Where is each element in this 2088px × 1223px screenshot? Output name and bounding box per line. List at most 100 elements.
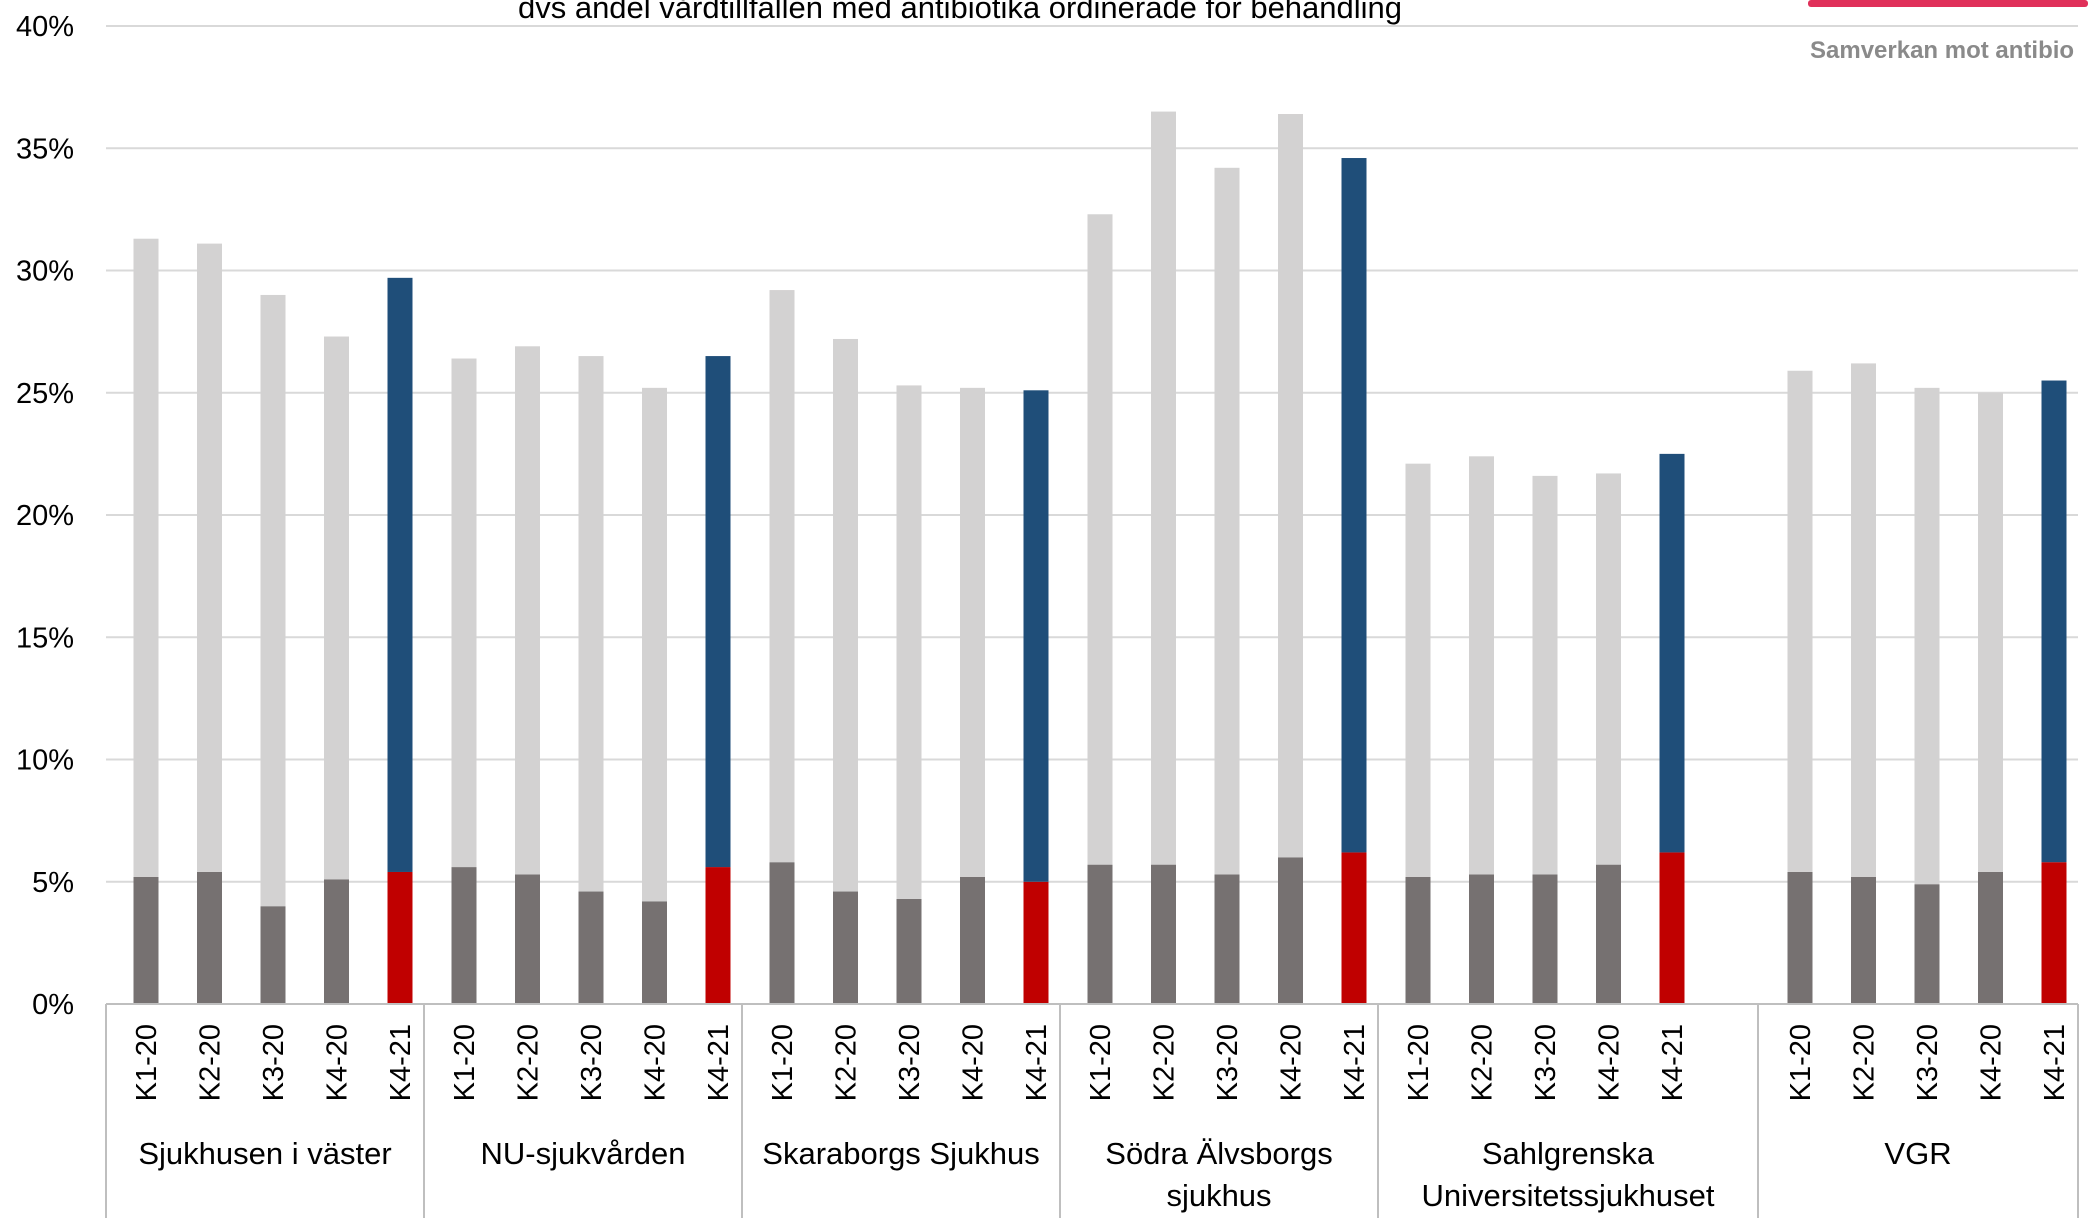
bar-segment-top [324,336,349,880]
bar-segment-bottom [1087,864,1113,1004]
bar-segment-bottom [260,906,286,1004]
y-tick-label: 5% [32,867,74,899]
y-tick-label: 15% [16,622,74,654]
y-tick-label: 35% [16,133,74,165]
bar-segment-bottom [1469,874,1494,1004]
x-tick-label: K2-20 [1149,1024,1181,1101]
x-tick-label: K4-21 [1657,1024,1689,1101]
x-tick-label: K3-20 [1912,1024,1944,1101]
x-tick-label: K3-20 [1212,1024,1244,1101]
bar-segment-top [578,356,604,892]
x-tick-label: K1-20 [449,1024,481,1101]
bar-segment-bottom [1023,881,1049,1004]
x-tick-label: K1-20 [1403,1024,1435,1101]
bar-segment-top [960,387,985,877]
bar-segment-bottom [1851,876,1876,1004]
x-tick-label: K4-20 [1594,1024,1626,1101]
bar-layer [133,111,2067,1004]
group-label: VGR [1884,1136,1951,1171]
chart-title-partial: dvs andel vårdtillfällen med antibiotika… [518,0,1402,25]
x-tick-label: K3-20 [894,1024,926,1101]
bar-segment-top [1851,363,1876,877]
bar-segment-top [1278,114,1303,858]
bar-segment-bottom [1978,871,2003,1004]
bar-segment-top [1214,167,1240,875]
x-tick-label: K4-20 [640,1024,672,1101]
group-label: NU-sjukvården [480,1136,685,1171]
bar-segment-top [451,358,477,868]
group-label: Skaraborgs Sjukhus [762,1136,1039,1171]
bar-segment-bottom [451,867,477,1004]
bar-segment-top [1405,463,1431,877]
bar-segment-bottom [705,867,731,1004]
bar-segment-top [1023,390,1049,882]
bar-segment-top [197,243,222,872]
bar-segment-top [1914,387,1940,885]
bar-segment-bottom [1405,876,1431,1004]
x-tick-label: K2-20 [831,1024,863,1101]
bar-segment-top [1787,370,1813,872]
bar-segment-top [260,294,286,907]
bar-segment-top [769,290,795,863]
x-tick-label: K2-20 [1467,1024,1499,1101]
bar-segment-top [896,385,922,899]
bar-segment-bottom [1214,874,1240,1004]
bar-segment-bottom [1151,864,1176,1004]
bar-segment-bottom [833,891,858,1004]
axis-layer: 0% 5% 10% 15% 20% 25% 30% 35% 40% K1-20 K2-20 K3-20… [16,11,2079,1218]
bar-segment-top [1532,475,1558,875]
x-tick-label: K1-20 [131,1024,163,1101]
logo-accent-mark [1808,0,2088,7]
group-label: Södra Älvsborgs [1105,1136,1332,1171]
x-tick-label: K4-20 [958,1024,990,1101]
group-label: sjukhus [1166,1178,1271,1213]
bar-segment-bottom [324,879,349,1004]
bar-segment-top [387,277,413,872]
bar-segment-top [2041,380,2067,863]
x-tick-label: K4-20 [322,1024,354,1101]
y-tick-label: 20% [16,500,74,532]
x-tick-label: K4-20 [1976,1024,2008,1101]
bar-segment-top [1469,456,1494,875]
x-tick-label: K1-20 [1785,1024,1817,1101]
bar-segment-bottom [1278,857,1303,1004]
group-label: Universitetssjukhuset [1422,1178,1715,1213]
x-tick-label: K3-20 [1530,1024,1562,1101]
bar-segment-bottom [1532,874,1558,1004]
bar-segment-bottom [1659,852,1685,1004]
bar-segment-bottom [769,862,795,1004]
y-tick-label: 30% [16,256,74,288]
x-tick-label: K4-21 [1021,1024,1053,1101]
bar-segment-bottom [1596,864,1621,1004]
bar-segment-top [833,338,858,892]
x-tick-label: K4-21 [703,1024,735,1101]
bar-segment-bottom [133,876,159,1004]
bar-segment-bottom [387,871,413,1004]
bar-segment-bottom [1787,871,1813,1004]
bar-segment-top [133,238,159,877]
x-tick-label: K2-20 [1849,1024,1881,1101]
x-tick-label: K4-21 [2039,1024,2071,1101]
bar-segment-bottom [197,871,222,1004]
y-tick-label: 0% [32,989,74,1021]
x-tick-label: K1-20 [767,1024,799,1101]
group-label: Sjukhusen i väster [138,1136,391,1171]
y-tick-label: 25% [16,378,74,410]
bar-segment-top [1659,453,1685,853]
group-label: Sahlgrenska [1482,1136,1655,1171]
x-tick-label: K2-20 [195,1024,227,1101]
bar-segment-bottom [960,876,985,1004]
bar-segment-bottom [896,898,922,1004]
bar-segment-top [705,356,731,868]
logo-subtitle-partial: Samverkan mot antibio [1810,37,2074,64]
bar-segment-top [1596,473,1621,865]
bar-segment-bottom [642,901,667,1004]
bar-segment-top [515,346,540,875]
bar-segment-bottom [1914,884,1940,1004]
x-tick-label: K4-21 [385,1024,417,1101]
bar-segment-top [642,387,667,902]
bar-segment-bottom [578,891,604,1004]
x-tick-label: K1-20 [1085,1024,1117,1101]
